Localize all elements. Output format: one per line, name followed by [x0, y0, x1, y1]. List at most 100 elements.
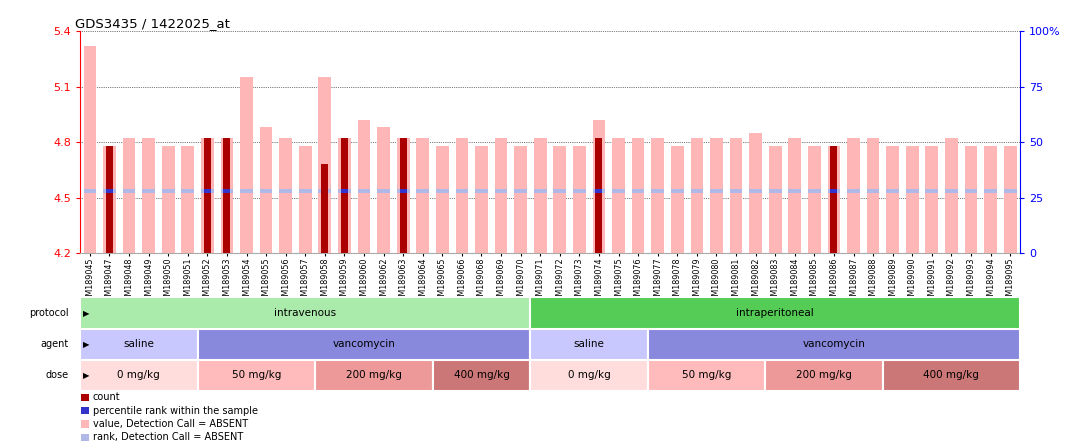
- Text: saline: saline: [124, 339, 154, 349]
- Bar: [106, 189, 113, 193]
- Bar: [531, 360, 648, 391]
- Bar: [612, 139, 625, 253]
- Bar: [964, 146, 977, 253]
- Text: vancomycin: vancomycin: [332, 339, 395, 349]
- Bar: [886, 189, 899, 193]
- Bar: [162, 189, 174, 193]
- Bar: [318, 189, 331, 193]
- Bar: [106, 146, 113, 253]
- Bar: [260, 127, 272, 253]
- Bar: [123, 189, 136, 193]
- Bar: [648, 329, 1020, 360]
- Bar: [318, 77, 331, 253]
- Bar: [847, 139, 860, 253]
- Bar: [847, 189, 860, 193]
- Bar: [651, 189, 664, 193]
- Text: agent: agent: [41, 339, 68, 349]
- Bar: [750, 189, 761, 193]
- Bar: [788, 139, 801, 253]
- Bar: [377, 189, 390, 193]
- Bar: [321, 164, 328, 253]
- Text: ▶: ▶: [83, 340, 90, 349]
- Bar: [339, 189, 350, 193]
- Bar: [1004, 189, 1017, 193]
- Bar: [769, 189, 782, 193]
- Bar: [883, 360, 1020, 391]
- Bar: [240, 77, 253, 253]
- Bar: [766, 360, 883, 391]
- Text: 400 mg/kg: 400 mg/kg: [454, 370, 509, 380]
- Text: 400 mg/kg: 400 mg/kg: [924, 370, 979, 380]
- Bar: [280, 139, 292, 253]
- Bar: [399, 139, 407, 253]
- Bar: [750, 133, 761, 253]
- Bar: [574, 189, 585, 193]
- Bar: [182, 189, 194, 193]
- Bar: [531, 297, 1020, 329]
- Bar: [223, 189, 231, 193]
- Text: ▶: ▶: [83, 371, 90, 380]
- Bar: [339, 139, 350, 253]
- Bar: [671, 189, 684, 193]
- Bar: [436, 146, 449, 253]
- Bar: [280, 189, 292, 193]
- Bar: [260, 189, 272, 193]
- Bar: [81, 420, 90, 428]
- Bar: [377, 127, 390, 253]
- Bar: [945, 139, 958, 253]
- Bar: [221, 189, 233, 193]
- Bar: [808, 146, 820, 253]
- Bar: [596, 139, 602, 253]
- Bar: [906, 189, 918, 193]
- Bar: [886, 146, 899, 253]
- Bar: [358, 120, 371, 253]
- Bar: [553, 189, 566, 193]
- Bar: [198, 329, 531, 360]
- Bar: [341, 189, 348, 193]
- Bar: [358, 189, 371, 193]
- Bar: [945, 189, 958, 193]
- Text: 200 mg/kg: 200 mg/kg: [346, 370, 402, 380]
- Bar: [299, 189, 312, 193]
- Bar: [710, 139, 723, 253]
- Text: vancomycin: vancomycin: [802, 339, 865, 349]
- Bar: [831, 146, 837, 253]
- Text: 50 mg/kg: 50 mg/kg: [232, 370, 281, 380]
- Bar: [221, 139, 233, 253]
- Bar: [531, 329, 648, 360]
- Bar: [906, 146, 918, 253]
- Bar: [104, 189, 115, 193]
- Bar: [515, 189, 527, 193]
- Bar: [83, 46, 96, 253]
- Bar: [81, 407, 90, 414]
- Bar: [808, 189, 820, 193]
- Bar: [201, 139, 214, 253]
- Text: saline: saline: [574, 339, 604, 349]
- Text: ▶: ▶: [83, 309, 90, 317]
- Bar: [1004, 146, 1017, 253]
- Bar: [80, 360, 198, 391]
- Bar: [475, 189, 488, 193]
- Bar: [198, 360, 315, 391]
- Bar: [574, 146, 585, 253]
- Bar: [494, 139, 507, 253]
- Bar: [142, 189, 155, 193]
- Bar: [433, 360, 531, 391]
- Bar: [456, 189, 468, 193]
- Bar: [553, 146, 566, 253]
- Bar: [204, 139, 210, 253]
- Bar: [299, 146, 312, 253]
- Bar: [456, 139, 468, 253]
- Bar: [142, 139, 155, 253]
- Bar: [691, 189, 703, 193]
- Text: intravenous: intravenous: [274, 308, 336, 318]
- Bar: [104, 146, 115, 253]
- Text: 0 mg/kg: 0 mg/kg: [568, 370, 611, 380]
- Bar: [671, 146, 684, 253]
- Bar: [926, 189, 938, 193]
- Bar: [964, 189, 977, 193]
- Bar: [80, 329, 198, 360]
- Bar: [828, 189, 841, 193]
- Bar: [710, 189, 723, 193]
- Bar: [240, 189, 253, 193]
